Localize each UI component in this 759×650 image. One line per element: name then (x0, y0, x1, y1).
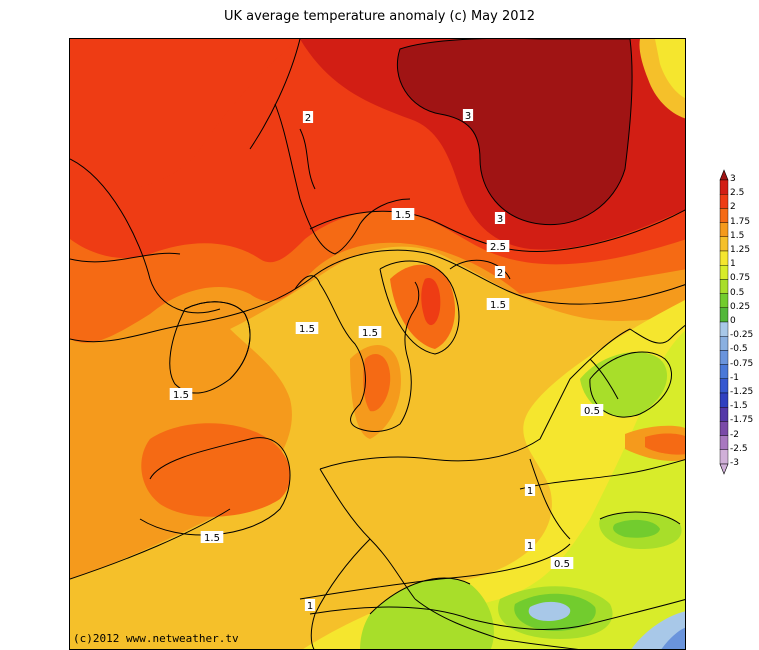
legend-level-label: 1.5 (730, 230, 745, 241)
legend-swatch (719, 435, 729, 451)
contour-label: 0.5 (584, 406, 600, 417)
legend-arrow-top (719, 169, 729, 181)
contour-label-background (391, 208, 415, 220)
legend-swatch (719, 378, 729, 394)
band-3 (397, 39, 633, 225)
contour-label: 3 (465, 111, 471, 122)
legend-level-label: -1 (730, 372, 739, 383)
legend-level-label: -0.25 (730, 330, 754, 341)
legend-level-label: -0.5 (730, 344, 748, 355)
contour-label-background (295, 322, 319, 334)
color-scale-legend: 3 2.5 2 1.75 1.5 1.25 1 0.75 0.5 0.25 0 -0.25 -0.5 -0… (718, 168, 758, 488)
legend-swatch (719, 179, 729, 195)
contour-label-background (200, 531, 224, 543)
copyright-notice: (c)2012 www.netweather.tv (73, 632, 239, 645)
contour-label-background (494, 212, 506, 224)
contour-label: 1 (307, 601, 313, 612)
legend-swatch (719, 449, 729, 465)
legend-swatch (719, 335, 729, 351)
contour-label: 1.5 (299, 324, 315, 335)
band-0-5-south (360, 578, 494, 649)
color-scale-bar (719, 169, 729, 475)
legend-level-label: 3 (730, 174, 736, 184)
temperature-anomaly-map: 2 3 1.5 3 2.5 2 1.5 1.5 1.5 1.5 0.5 1 1 1.5 0.5 1 (69, 38, 686, 650)
band-1-ne (655, 39, 685, 98)
legend-swatch (719, 406, 729, 422)
map-title: UK average temperature anomaly (c) May 2… (223, 9, 536, 24)
legend-swatch (719, 250, 729, 266)
legend-level-label: -2.5 (730, 443, 748, 454)
contour-label-background (524, 539, 536, 551)
map-canvas: 2 3 1.5 3 2.5 2 1.5 1.5 1.5 1.5 0.5 1 1 1.5 0.5 1 (70, 39, 685, 649)
band-neg-0-25-se (528, 601, 571, 621)
contour-label: 1.5 (490, 300, 506, 311)
band-0-25-se2 (613, 519, 660, 538)
contour-label-background (580, 404, 604, 416)
legend-level-label: -1.25 (730, 387, 754, 397)
legend-level-label: 2.5 (730, 188, 745, 199)
band-2-east (421, 278, 441, 326)
legend-level-label: -1.5 (730, 401, 748, 412)
contour-label: 2 (497, 268, 503, 279)
legend-level-label: -2 (730, 429, 739, 440)
contour-label-background (486, 298, 510, 310)
contour-label: 1 (527, 541, 533, 552)
legend-swatch (719, 236, 729, 252)
legend-level-label: 0 (730, 316, 736, 326)
legend-level-label: -1.75 (730, 415, 754, 426)
legend-swatch (719, 194, 729, 209)
legend-swatch (719, 421, 729, 436)
legend-swatch (719, 321, 729, 337)
band-1-75-east-edge (645, 433, 685, 455)
legend-swatch (719, 307, 729, 323)
contour-label: 1.5 (173, 390, 189, 401)
contour-label-background (304, 599, 316, 611)
legend-swatch (719, 392, 729, 408)
contour-label: 0.5 (554, 559, 570, 570)
contour-label-background (524, 484, 536, 496)
legend-swatch (719, 293, 729, 308)
contour-label: 1.5 (204, 533, 220, 544)
contour-label-background (169, 388, 193, 400)
contour-label: 1.5 (362, 328, 378, 339)
legend-swatch (719, 264, 729, 280)
contour-label-background (550, 557, 574, 569)
band-2-northwest (70, 39, 300, 192)
legend-swatch (719, 350, 729, 365)
legend-level-label: -0.75 (730, 358, 754, 369)
band-0-75 (373, 330, 685, 649)
coastlines (169, 103, 685, 649)
contour-labels: 2 3 1.5 3 2.5 2 1.5 1.5 1.5 1.5 0.5 1 1 1.5 0.5 1 (169, 109, 604, 612)
legend-swatch (719, 222, 729, 237)
legend-level-label: 0.5 (730, 287, 745, 298)
legend-level-label: 0.75 (730, 273, 751, 284)
contour-label: 1.5 (395, 210, 411, 221)
legend-swatch (719, 364, 729, 380)
contour-label: 1 (527, 486, 533, 497)
legend-arrow-bottom (719, 463, 729, 475)
contour-label: 2 (305, 113, 311, 124)
band-1-75-irish-sea (363, 354, 391, 412)
contour-label: 3 (497, 214, 503, 225)
band-0-5-east (580, 351, 668, 418)
legend-level-label: 1 (730, 259, 736, 270)
legend-swatch (719, 208, 729, 223)
legend-level-label: 2 (730, 202, 736, 213)
band-1-75-southwest (141, 423, 291, 517)
legend-swatch (719, 279, 729, 294)
contour-label-background (494, 266, 506, 278)
legend-level-label: -3 (730, 458, 739, 468)
legend-level-label: 0.25 (730, 301, 751, 312)
contour-label-background (302, 111, 314, 123)
contour-label: 2.5 (490, 242, 506, 253)
legend-level-label: 1.25 (730, 245, 751, 255)
contour-label-background (462, 109, 474, 121)
band-neg-se-corner2 (661, 627, 685, 649)
contour-label-background (486, 240, 510, 252)
legend-level-label: 1.75 (730, 216, 751, 227)
contour-label-background (358, 326, 382, 338)
